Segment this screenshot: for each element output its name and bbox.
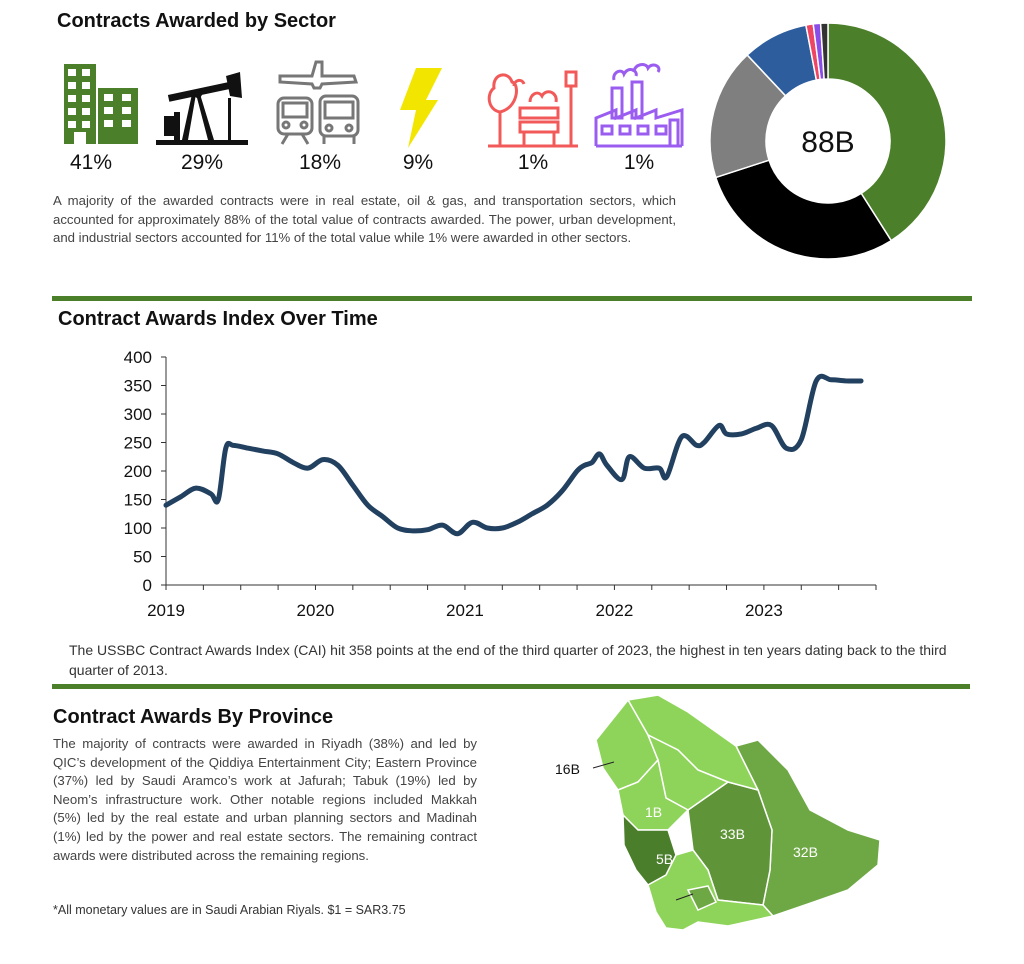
province-paragraph: The majority of contracts were awarded i… xyxy=(53,736,477,863)
donut-center-label: 88B xyxy=(801,126,854,159)
province-title: Contract Awards By Province xyxy=(53,706,334,728)
buildings-icon xyxy=(62,62,140,146)
map-label-makkah: 5B xyxy=(656,851,674,867)
lightning-icon xyxy=(394,68,444,148)
donut-slice-6 xyxy=(819,22,829,80)
section-divider xyxy=(52,296,972,301)
map-label-riyadh: 33B xyxy=(720,826,745,842)
y-tick-label: 50 xyxy=(133,548,152,567)
index-title: Contract Awards Index Over Time xyxy=(58,308,378,330)
x-tick-label: 2023 xyxy=(745,601,783,620)
y-tick-label: 0 xyxy=(143,576,152,595)
y-tick-label: 200 xyxy=(124,462,152,481)
y-tick-label: 350 xyxy=(124,377,152,396)
x-tick-label: 2021 xyxy=(446,601,484,620)
pct-real-estate: 41% xyxy=(69,151,113,174)
x-tick-label: 2019 xyxy=(147,601,185,620)
transport-icon xyxy=(272,58,362,146)
map-label-madinah: 1B xyxy=(645,804,663,820)
y-tick-label: 250 xyxy=(124,434,152,453)
donut-slice-0 xyxy=(827,22,947,242)
x-tick-label: 2020 xyxy=(297,601,335,620)
section-divider-2 xyxy=(52,684,970,689)
index-line-chart: 0 50 100 150 200 250 300 350 400 2019 2020 2021 2022… xyxy=(90,340,900,635)
sector-donut-chart: 88B xyxy=(700,18,956,279)
y-tick-label: 150 xyxy=(124,491,152,510)
pct-urban: 1% xyxy=(517,151,549,174)
cai-series-line xyxy=(163,373,864,537)
pct-transportation: 18% xyxy=(298,151,342,174)
x-tick-label: 2022 xyxy=(596,601,634,620)
pct-oil-gas: 29% xyxy=(180,151,224,174)
urban-park-icon xyxy=(484,64,580,148)
donut-slice-1 xyxy=(714,159,893,260)
pct-industrial: 1% xyxy=(623,151,655,174)
oil-pump-icon xyxy=(156,72,248,146)
y-tick-label: 100 xyxy=(124,519,152,538)
map-label-eastern: 32B xyxy=(793,844,818,860)
y-tick-label: 300 xyxy=(124,405,152,424)
sector-paragraph: A majority of the awarded contracts were… xyxy=(53,193,676,246)
sector-title: Contracts Awarded by Sector xyxy=(57,10,336,32)
index-paragraph: The USSBC Contract Awards Index (CAI) hi… xyxy=(69,642,947,678)
pct-power: 9% xyxy=(402,151,434,174)
saudi-province-map xyxy=(548,690,888,945)
factory-icon xyxy=(594,60,684,150)
y-tick-label: 400 xyxy=(124,348,152,367)
footnote: *All monetary values are in Saudi Arabia… xyxy=(53,903,406,917)
map-label-tabuk: 16B xyxy=(555,761,580,777)
